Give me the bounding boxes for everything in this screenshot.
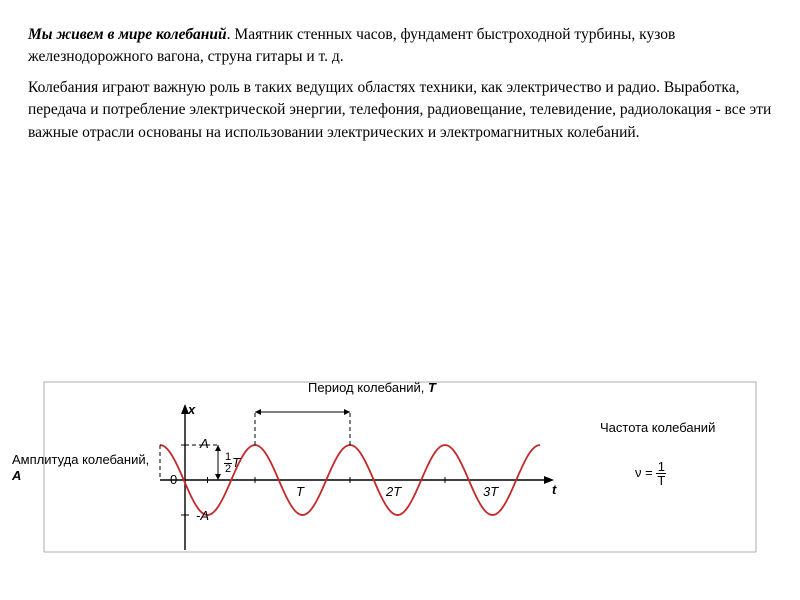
nu-eq: ν = [635, 465, 653, 480]
label-period: Период колебаний, T [292, 380, 452, 395]
label-amplitude-text: Амплитуда колебаний, [12, 452, 149, 467]
label-amplitude: Амплитуда колебаний, A [12, 452, 162, 485]
half-den: 2 [224, 464, 232, 475]
nu-frac-den: T [656, 474, 666, 487]
xtick-half: 1 2 T [224, 452, 240, 475]
label-amplitude-a: A [12, 468, 21, 483]
oscillation-diagram: Период колебаний, T Амплитуда колебаний,… [40, 380, 760, 580]
paragraph-2: Колебания играют важную роль в таких вед… [28, 77, 772, 144]
label-period-text: Период колебаний, [308, 380, 424, 395]
half-suffix: T [232, 455, 240, 470]
label-frequency-title: Частота колебаний [600, 420, 770, 435]
axis-t-label: t [552, 482, 556, 497]
nu-frac-num: 1 [656, 460, 666, 474]
ytick-0: 0 [170, 472, 177, 487]
xtick-T: T [296, 484, 304, 499]
label-frequency-formula: ν = 1 T [635, 460, 666, 487]
ytick-A: A [200, 436, 209, 451]
label-period-t: T [428, 380, 436, 395]
ytick-mA: -A [196, 508, 209, 523]
para1-lead: Мы живем в мире колебаний [28, 26, 227, 43]
xtick-3T: 3T [483, 484, 498, 499]
xtick-2T: 2T [386, 484, 401, 499]
axis-x-label: x [188, 402, 195, 417]
nu-frac: 1 T [656, 460, 666, 487]
paragraph-1: Мы живем в мире колебаний. Маятник стенн… [28, 24, 772, 69]
